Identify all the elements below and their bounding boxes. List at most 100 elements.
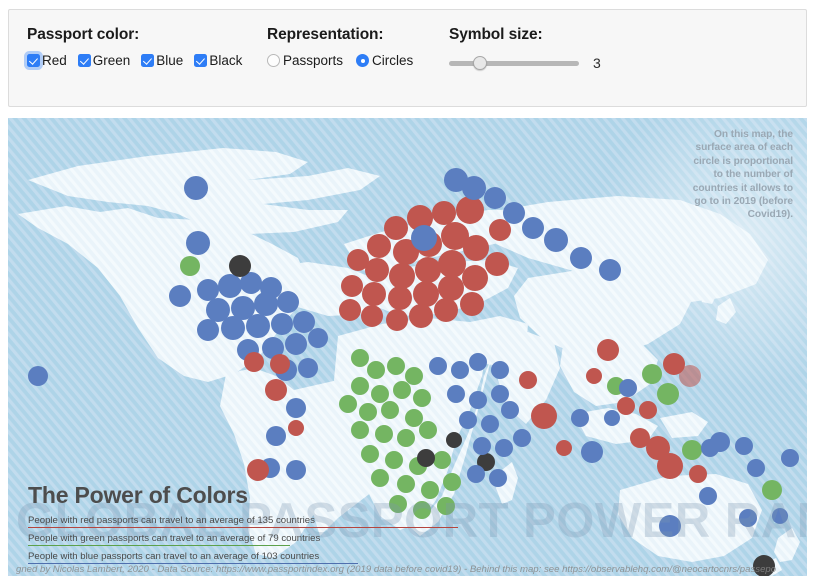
country-bubble[interactable]	[266, 426, 286, 446]
radio-icon-circles[interactable]	[356, 54, 370, 67]
check-icon-blue[interactable]	[141, 54, 155, 67]
check-icon-green[interactable]	[77, 54, 91, 67]
country-bubble[interactable]	[405, 367, 423, 385]
country-bubble[interactable]	[206, 298, 230, 322]
country-bubble[interactable]	[642, 364, 662, 384]
world-map[interactable]: On this map, the surface area of each ci…	[8, 118, 807, 576]
country-bubble[interactable]	[247, 459, 269, 481]
country-bubble[interactable]	[218, 274, 242, 298]
country-bubble[interactable]	[544, 228, 568, 252]
country-bubble[interactable]	[405, 409, 423, 427]
country-bubble[interactable]	[462, 176, 486, 200]
country-bubble[interactable]	[397, 429, 415, 447]
country-bubble[interactable]	[469, 353, 487, 371]
country-bubble[interactable]	[446, 432, 462, 448]
country-bubble[interactable]	[501, 401, 519, 419]
country-bubble[interactable]	[451, 361, 469, 379]
country-bubble[interactable]	[657, 453, 683, 479]
country-bubble[interactable]	[419, 421, 437, 439]
slider-thumb[interactable]	[473, 56, 488, 70]
country-bubble[interactable]	[689, 465, 707, 483]
country-bubble[interactable]	[231, 296, 255, 320]
country-bubble[interactable]	[739, 509, 757, 527]
country-bubble[interactable]	[411, 225, 437, 251]
country-bubble[interactable]	[265, 379, 287, 401]
country-bubble[interactable]	[371, 469, 389, 487]
check-icon-red[interactable]	[27, 54, 40, 67]
country-bubble[interactable]	[469, 391, 487, 409]
country-bubble[interactable]	[444, 168, 468, 192]
country-bubble[interactable]	[351, 349, 369, 367]
country-bubble[interactable]	[441, 222, 469, 250]
country-bubble[interactable]	[619, 379, 637, 397]
country-bubble[interactable]	[556, 440, 572, 456]
country-bubble[interactable]	[308, 328, 328, 348]
country-bubble[interactable]	[735, 437, 753, 455]
country-bubble[interactable]	[481, 415, 499, 433]
country-bubble[interactable]	[262, 337, 284, 359]
country-bubble[interactable]	[277, 291, 299, 313]
country-bubble[interactable]	[781, 449, 799, 467]
country-bubble[interactable]	[473, 437, 491, 455]
country-bubble[interactable]	[186, 231, 210, 255]
country-bubble[interactable]	[421, 481, 439, 499]
country-bubble[interactable]	[240, 272, 262, 294]
symbol-size-slider[interactable]	[449, 56, 579, 70]
country-bubble[interactable]	[747, 459, 765, 477]
country-bubble[interactable]	[522, 217, 544, 239]
country-bubble[interactable]	[639, 401, 657, 419]
country-bubble[interactable]	[519, 371, 537, 389]
country-bubble[interactable]	[375, 425, 393, 443]
country-bubble[interactable]	[772, 508, 788, 524]
country-bubble[interactable]	[359, 403, 377, 421]
country-bubble[interactable]	[570, 247, 592, 269]
radio-icon-passports[interactable]	[267, 54, 280, 67]
country-bubble[interactable]	[433, 451, 451, 469]
country-bubble[interactable]	[438, 275, 464, 301]
country-bubble[interactable]	[413, 281, 439, 307]
country-bubble[interactable]	[271, 313, 293, 335]
country-bubble[interactable]	[407, 205, 433, 231]
country-bubble[interactable]	[484, 187, 506, 209]
check-icon-black[interactable]	[194, 54, 208, 67]
country-bubble[interactable]	[367, 234, 391, 258]
country-bubble[interactable]	[485, 252, 509, 276]
country-bubble[interactable]	[437, 497, 455, 515]
country-bubble[interactable]	[341, 275, 363, 297]
country-bubble[interactable]	[388, 286, 412, 310]
checkbox-blue[interactable]: Blue	[141, 53, 183, 68]
country-bubble[interactable]	[531, 403, 557, 429]
country-bubble[interactable]	[597, 339, 619, 361]
country-bubble[interactable]	[417, 449, 435, 467]
country-bubble[interactable]	[432, 201, 456, 225]
country-bubble[interactable]	[459, 411, 477, 429]
checkbox-green[interactable]: Green	[77, 53, 130, 68]
country-bubble[interactable]	[381, 401, 399, 419]
country-bubble[interactable]	[254, 292, 278, 316]
country-bubble[interactable]	[197, 319, 219, 341]
country-bubble[interactable]	[586, 368, 602, 384]
country-bubble[interactable]	[393, 239, 419, 265]
country-bubble[interactable]	[244, 352, 264, 372]
country-bubble[interactable]	[571, 409, 589, 427]
country-bubble[interactable]	[467, 465, 485, 483]
checkbox-red[interactable]: Red	[27, 53, 67, 68]
country-bubble[interactable]	[293, 311, 315, 333]
country-bubble[interactable]	[169, 285, 191, 307]
country-bubble[interactable]	[351, 377, 369, 395]
country-bubble[interactable]	[180, 256, 200, 276]
country-bubble[interactable]	[447, 385, 465, 403]
country-bubble[interactable]	[28, 366, 48, 386]
country-bubble[interactable]	[197, 279, 219, 301]
country-bubble[interactable]	[339, 299, 361, 321]
country-bubble[interactable]	[389, 495, 407, 513]
country-bubble[interactable]	[659, 515, 681, 537]
country-bubble[interactable]	[630, 428, 650, 448]
country-bubble[interactable]	[663, 353, 685, 375]
country-bubble[interactable]	[384, 216, 408, 240]
country-bubble[interactable]	[462, 265, 488, 291]
country-bubble[interactable]	[495, 439, 513, 457]
country-bubble[interactable]	[604, 410, 620, 426]
country-bubble[interactable]	[229, 255, 251, 277]
checkbox-black[interactable]: Black	[194, 53, 242, 68]
